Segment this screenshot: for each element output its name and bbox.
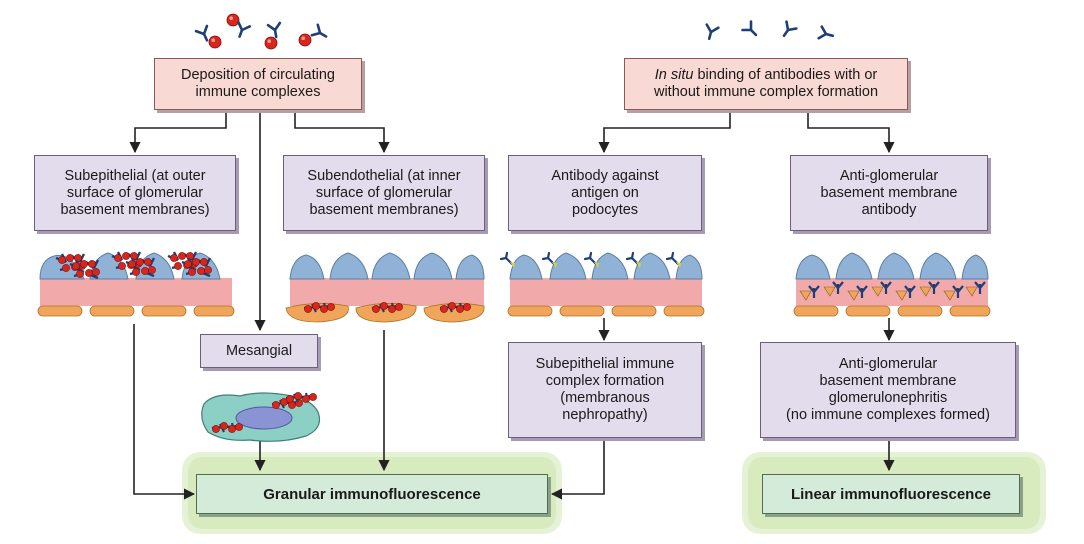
box-line: Anti-glomerular [839, 167, 939, 184]
box-line: Subepithelial (at outer [64, 167, 206, 184]
box-line: antibody [861, 201, 917, 218]
box-line-rest: binding of antibodies with or [693, 67, 878, 83]
podocyte-antibody-box: Antibody against antigen on podocytes [508, 155, 702, 231]
box-line: Mesangial [225, 342, 293, 359]
box-line: basement membrane [819, 373, 957, 389]
membranous-nephropathy-box: Subepithelial immune complex formation (… [508, 342, 702, 438]
box-line: glomerulonephritis [828, 390, 948, 406]
circulating-immune-complexes-icon [194, 13, 331, 50]
subepithelial-membrane-illustration [37, 252, 235, 317]
mesangial-box: Mesangial [200, 334, 318, 368]
box-label: Linear immunofluorescence [790, 485, 992, 503]
box-line: podocytes [571, 201, 639, 218]
box-line: basement membranes) [309, 201, 459, 218]
anti-gbm-glomerulonephritis-box: Anti-glomerular basement membrane glomer… [760, 342, 1016, 438]
anti-gbm-antibody-box: Anti-glomerular basement membrane antibo… [790, 155, 988, 231]
box-line: immune complexes [195, 84, 321, 100]
box-line: surface of glomerular [66, 184, 204, 201]
anti-gbm-membrane-illustration [793, 252, 991, 317]
box-line: Subepithelial immune [535, 356, 675, 372]
subendothelial-membrane-illustration [285, 252, 485, 323]
box-line: basement membrane [820, 184, 958, 201]
podocyte-antibody-membrane-illustration [499, 251, 705, 317]
box-line: Subendothelial (at inner [307, 167, 461, 184]
box-line: In situ binding of antibodies with or [655, 67, 877, 84]
free-antibodies-icon [702, 20, 836, 43]
in-situ-binding-box: In situ binding of antibodies with or wi… [624, 58, 908, 110]
subepithelial-box: Subepithelial (at outer surface of glome… [34, 155, 236, 231]
mesangial-cell-illustration [201, 392, 321, 442]
box-line: Antibody against [551, 167, 659, 184]
box-line: antigen on [571, 184, 639, 201]
box-label: Granular immunofluorescence [263, 485, 481, 503]
in-situ-italic: In situ [654, 67, 694, 83]
subendothelial-box: Subendothelial (at inner surface of glom… [283, 155, 485, 231]
box-line: complex formation [545, 373, 665, 389]
box-line: without immune complex formation [653, 84, 879, 100]
box-line: nephropathy) [562, 407, 648, 423]
box-line: surface of glomerular [315, 184, 453, 201]
granular-immunofluorescence-box: Granular immunofluorescence [196, 474, 548, 514]
box-line: Deposition of circulating [181, 67, 335, 83]
deposition-circulating-immune-complexes-box: Deposition of circulating immune complex… [154, 58, 362, 110]
box-line: basement membranes) [60, 201, 210, 218]
box-line: (membranous [560, 390, 650, 406]
box-line: Anti-glomerular [838, 356, 938, 372]
box-line: (no immune complexes formed) [786, 407, 990, 423]
linear-immunofluorescence-box: Linear immunofluorescence [762, 474, 1020, 514]
